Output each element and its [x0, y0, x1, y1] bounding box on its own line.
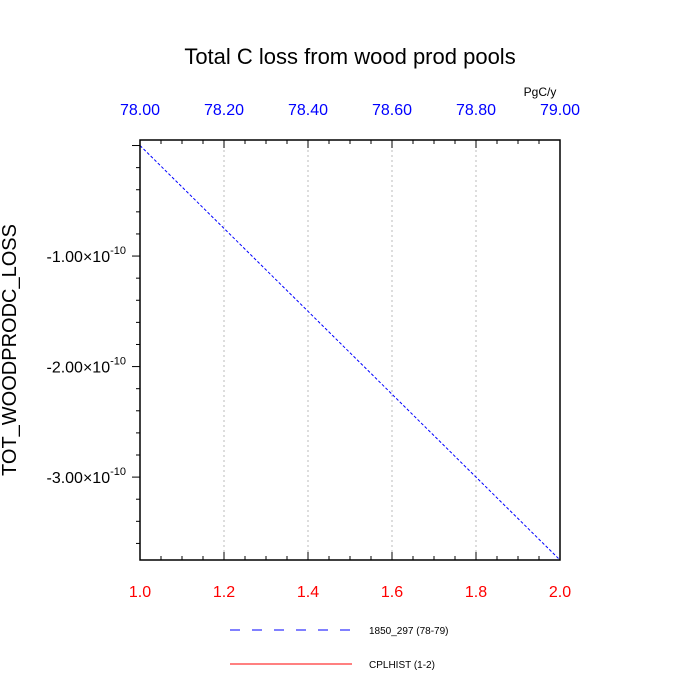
x-top-tick-label: 78.40 — [288, 102, 328, 119]
x-top-tick-label: 78.00 — [120, 102, 160, 119]
x-top-tick-label: 79.00 — [540, 102, 580, 119]
x-bottom-tick-label: 1.8 — [465, 584, 487, 601]
series-line-0 — [139, 145, 561, 561]
x-bottom-tick-label: 1.2 — [213, 584, 235, 601]
x-bottom-tick-label: 1.6 — [381, 584, 403, 601]
x-top-tick-label: 78.60 — [372, 102, 412, 119]
x-bottom-tick-label: 2.0 — [549, 584, 571, 601]
plot-frame — [139, 139, 561, 561]
tick-labels: 1.0 1.2 1.4 1.6 1.8 2.0 78.00 78.20 78.40 78.60 78… — [46, 102, 580, 601]
grid-lines — [223, 140, 477, 560]
chart-title: Total C loss from wood prod pools — [184, 44, 515, 69]
units-label: PgC/y — [524, 85, 557, 99]
legend-label-0: 1850_297 (78-79) — [369, 626, 449, 637]
x-top-tick-label: 78.80 — [456, 102, 496, 119]
legend: 1850_297 (78-79) CPLHIST (1-2) — [230, 626, 449, 671]
legend-label-1: CPLHIST (1-2) — [369, 660, 435, 671]
y-tick-label: -3.00×10-10 — [46, 466, 126, 487]
y-tick-label: -1.00×10-10 — [46, 245, 126, 266]
x-top-tick-label: 78.20 — [204, 102, 244, 119]
x-bottom-tick-label: 1.4 — [297, 584, 319, 601]
x-bottom-tick-label: 1.0 — [129, 584, 151, 601]
y-tick-label: -2.00×10-10 — [46, 356, 126, 377]
data-series — [139, 145, 561, 561]
y-axis-label: TOT_WOODPRODC_LOSS — [0, 224, 21, 476]
